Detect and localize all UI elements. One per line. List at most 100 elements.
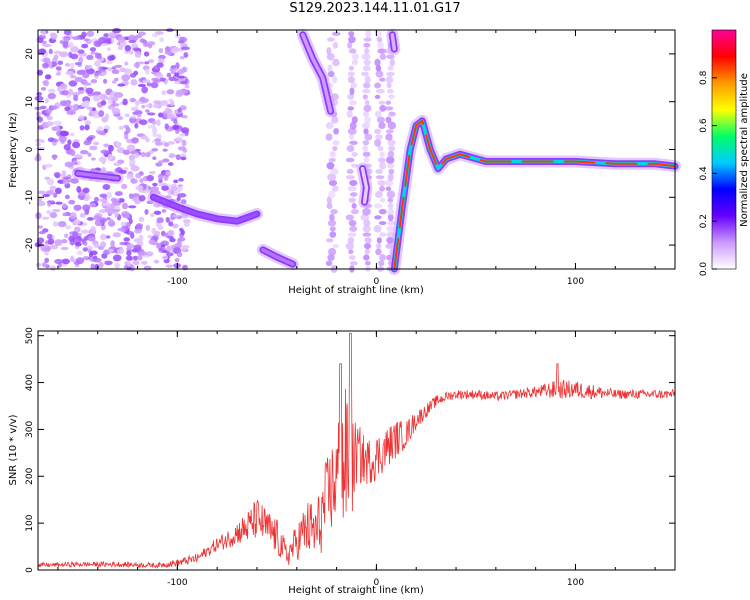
heatmap-cell [350, 209, 359, 215]
heatmap-cell [327, 70, 335, 78]
colorbar-label: Normalized spectral amplitude [739, 73, 750, 227]
heatmap-cell [65, 225, 72, 230]
heatmap-cell [348, 197, 356, 203]
heatmap-cell [116, 248, 125, 255]
heatmap-cell [374, 110, 382, 118]
heatmap-cell [90, 51, 96, 55]
heatmap-cell [126, 173, 135, 180]
heatmap-cell [160, 101, 169, 106]
heatmap-cell [166, 114, 174, 119]
heatmap-cell [59, 130, 69, 137]
heatmap-cell [136, 113, 142, 118]
heatmap-cell [82, 204, 91, 212]
heatmap-cell [385, 186, 392, 191]
heatmap-cell [67, 139, 72, 146]
heatmap-cell [153, 79, 161, 83]
heatmap-cell [83, 38, 89, 42]
heatmap-cell [378, 208, 387, 215]
heatmap-cell [44, 97, 49, 104]
heatmap-cell [139, 251, 148, 256]
heatmap-cell [177, 107, 182, 113]
heatmap-cell [37, 225, 44, 229]
heatmap-cell [384, 179, 394, 187]
heatmap-cell [62, 176, 71, 180]
heatmap-cell [132, 255, 139, 261]
heatmap-cell [106, 191, 112, 199]
heatmap-cell [93, 72, 100, 77]
heatmap-cell [152, 132, 158, 137]
heatmap-cell [93, 40, 102, 48]
heatmap-cell [326, 202, 333, 210]
heatmap-cell [379, 185, 385, 192]
heatmap-cell [325, 122, 334, 130]
heatmap-cell [114, 64, 123, 68]
heatmap-cell [46, 116, 54, 121]
heatmap-cell [74, 226, 81, 233]
heatmap-cell [158, 160, 164, 165]
heatmap-ridge-core [76, 171, 120, 180]
heatmap-cell [168, 98, 174, 103]
heatmap-cell [363, 128, 369, 135]
heatmap-cell [74, 62, 82, 66]
heatmap-cell [115, 141, 122, 147]
heatmap-cell [128, 193, 134, 200]
heatmap-cell [375, 88, 385, 94]
heatmap-cell [73, 204, 82, 211]
heatmap-cell [153, 259, 160, 264]
heatmap-cell [37, 200, 46, 207]
heatmap-cell [178, 186, 183, 192]
heatmap-cell [111, 80, 117, 84]
heatmap-ridge-core [301, 33, 333, 114]
x-tick-label: 0 [374, 578, 380, 588]
heatmap-cell [132, 260, 140, 266]
heatmap-cell [58, 135, 67, 143]
heatmap-cell [374, 58, 381, 67]
heatmap-cell [128, 40, 137, 44]
heatmap-cell [93, 196, 99, 203]
heatmap-cell [387, 139, 396, 147]
heatmap-cell [113, 162, 122, 166]
heatmap-cell [157, 134, 162, 140]
heatmap-cell [388, 168, 395, 175]
heatmap-cell [108, 144, 114, 152]
heatmap-cell [37, 190, 47, 195]
heatmap-cell [73, 218, 81, 225]
heatmap-cell [147, 235, 153, 239]
heatmap-cell [387, 208, 394, 215]
heatmap-cell [107, 153, 114, 161]
heatmap-cell [376, 36, 383, 43]
heatmap-cell [384, 106, 394, 111]
heatmap-cell [152, 104, 159, 109]
heatmap-cell [181, 127, 190, 134]
heatmap-cell [93, 141, 100, 146]
heatmap-cell [377, 145, 384, 152]
heatmap-cell [156, 217, 164, 224]
heatmap-cell [331, 75, 338, 84]
heatmap-ridge-halo [388, 114, 681, 275]
heatmap-cell [122, 98, 128, 106]
heatmap-cell [333, 128, 340, 135]
heatmap-cell [141, 104, 146, 109]
heatmap-cell [378, 100, 386, 105]
heatmap-cell [83, 140, 92, 146]
heatmap-cell [374, 190, 383, 198]
heatmap-cell [325, 238, 334, 243]
heatmap-cell [68, 88, 74, 96]
heatmap-cell [347, 186, 357, 192]
heatmap-cell [134, 34, 142, 39]
heatmap-cell [52, 208, 61, 213]
heatmap-cell [108, 98, 113, 105]
heatmap-cell [69, 75, 77, 79]
heatmap-cell [89, 202, 96, 208]
heatmap-cell [66, 110, 76, 116]
heatmap-cell [374, 215, 382, 220]
heatmap-cell [146, 251, 154, 257]
heatmap-cell [164, 50, 173, 55]
heatmap-cell [123, 81, 129, 86]
heatmap-cell [174, 80, 182, 85]
heatmap-cell [37, 116, 44, 123]
heatmap-cell [141, 260, 148, 265]
heatmap-cell [164, 123, 169, 130]
heatmap-cell [326, 47, 332, 55]
heatmap-ridge-layer [71, 28, 681, 275]
